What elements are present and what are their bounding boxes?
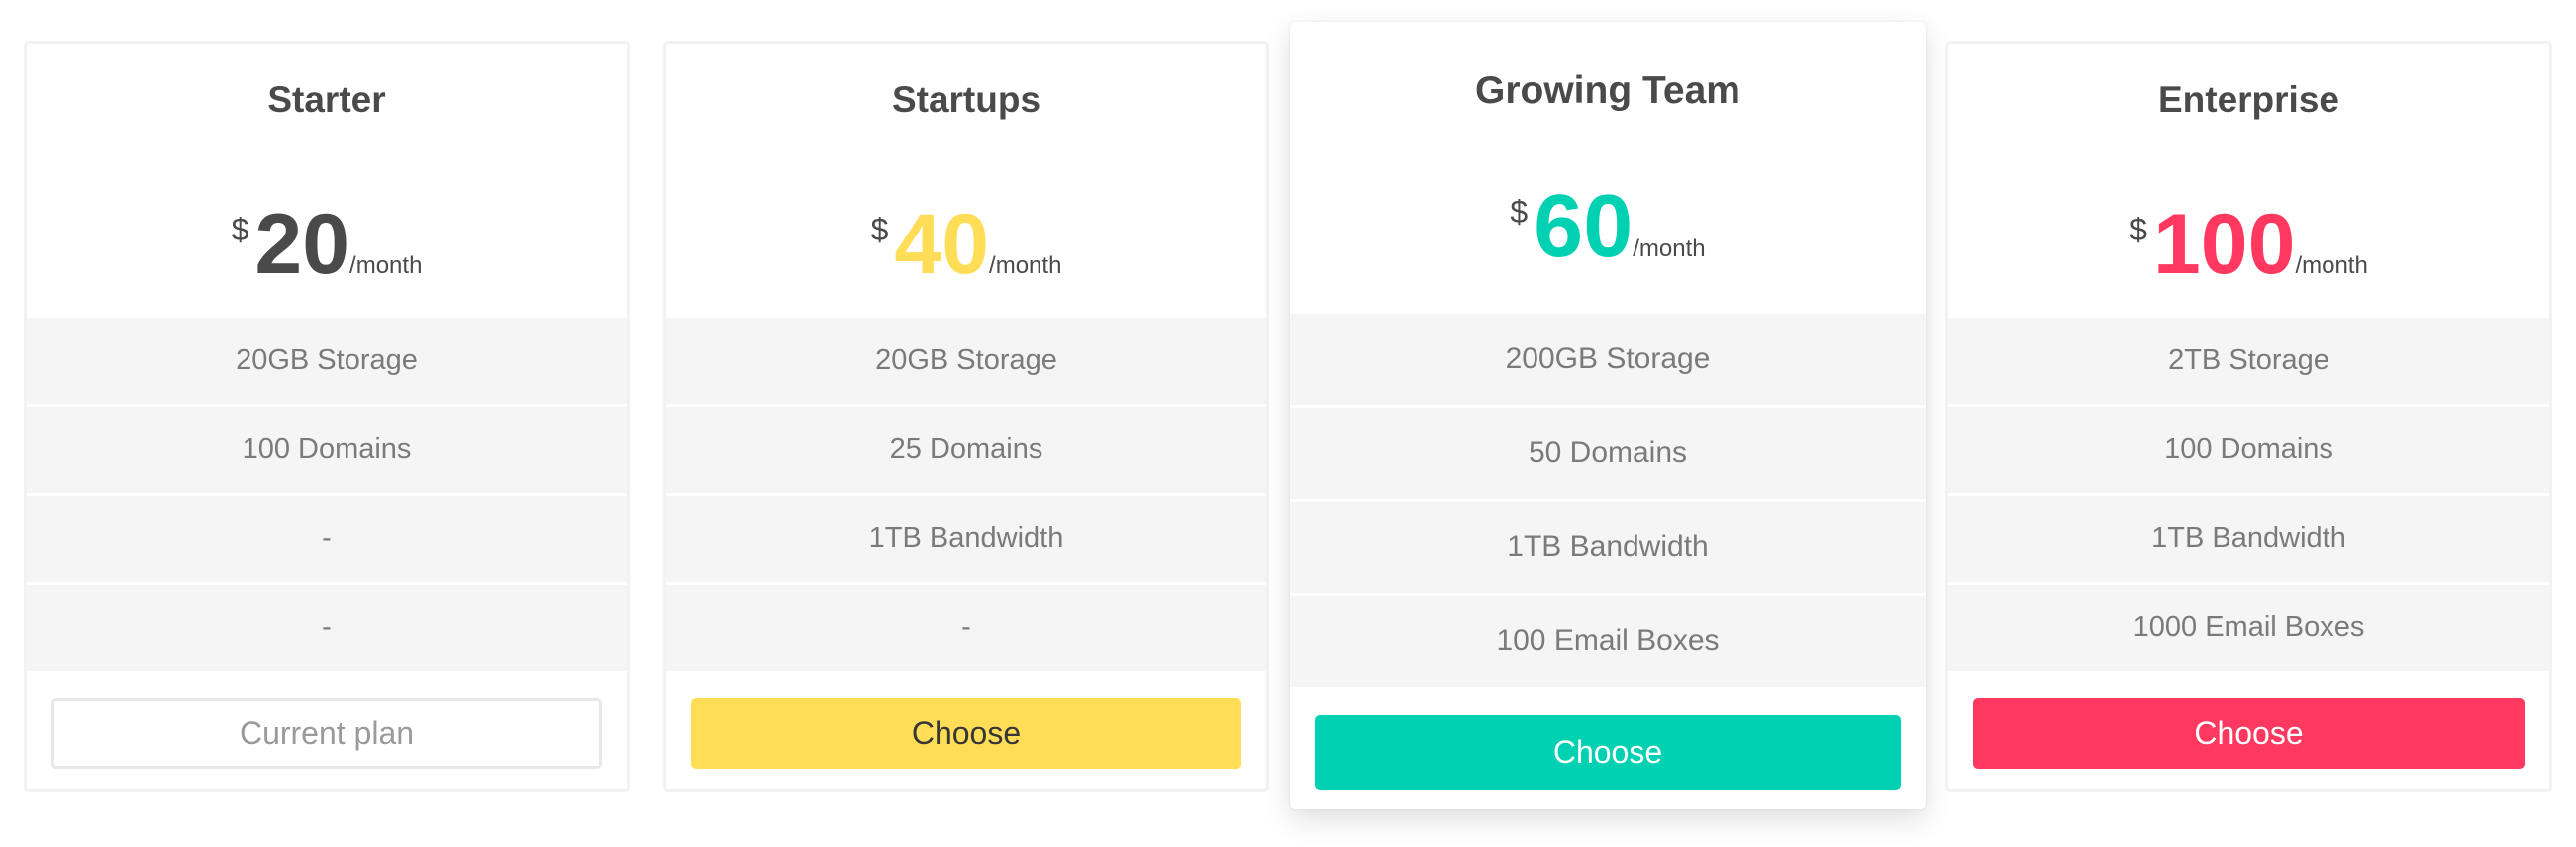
price-period: /month [349, 252, 423, 279]
currency-symbol: $ [2130, 212, 2147, 247]
choose-button[interactable]: Choose [1315, 715, 1901, 790]
currency-symbol: $ [870, 212, 889, 247]
feature-row: - [27, 582, 627, 671]
currency-symbol: $ [231, 212, 249, 247]
plan-price: $40/month [666, 202, 1266, 287]
feature-row: 1TB Bandwidth [666, 493, 1266, 582]
plan-footer: Choose [1948, 671, 2549, 789]
feature-row: 1TB Bandwidth [1948, 493, 2549, 582]
plan-price: $60/month [1290, 182, 1926, 271]
plan-footer: Choose [666, 671, 1266, 789]
currency-symbol: $ [1510, 194, 1529, 230]
plan-title: Starter [267, 79, 386, 120]
plan-header: Startups $40/month [666, 44, 1266, 315]
feature-row: 2TB Storage [1948, 315, 2549, 404]
feature-row: 1000 Email Boxes [1948, 582, 2549, 671]
feature-row: 20GB Storage [27, 315, 627, 404]
plan-footer: Choose [1290, 687, 1926, 809]
feature-row: 1TB Bandwidth [1290, 499, 1926, 593]
plan-footer: Current plan [27, 671, 627, 789]
feature-row: 200GB Storage [1290, 311, 1926, 405]
plan-title: Growing Team [1475, 69, 1740, 112]
price-amount: 40 [894, 197, 990, 292]
choose-button[interactable]: Choose [1973, 698, 2525, 769]
price-period: /month [1633, 235, 1706, 262]
plan-card-growing-team: Growing Team $60/month 200GB Storage 50 D… [1290, 22, 1926, 809]
plan-card-startups: Startups $40/month 20GB Storage 25 Domain… [663, 41, 1269, 792]
feature-row: 100 Domains [1948, 404, 2549, 493]
plan-header: Starter $20/month [27, 44, 627, 315]
price-period: /month [2295, 252, 2368, 279]
plan-title: Enterprise [2157, 79, 2339, 120]
price-period: /month [989, 252, 1062, 279]
feature-row: 100 Domains [27, 404, 627, 493]
plan-card-starter: Starter $20/month 20GB Storage 100 Domain… [24, 41, 630, 792]
plan-title: Startups [891, 79, 1041, 120]
plan-header: Enterprise $100/month [1948, 44, 2549, 315]
price-amount: 20 [254, 197, 350, 292]
plan-price: $100/month [1948, 202, 2549, 287]
feature-row: 20GB Storage [666, 315, 1266, 404]
feature-row: 100 Email Boxes [1290, 593, 1926, 687]
plan-card-enterprise: Enterprise $100/month 2TB Storage 100 Dom… [1945, 41, 2552, 792]
feature-row: - [27, 493, 627, 582]
plan-header: Growing Team $60/month [1290, 22, 1926, 311]
price-amount: 60 [1534, 177, 1634, 276]
choose-button[interactable]: Choose [691, 698, 1241, 769]
feature-row: 25 Domains [666, 404, 1266, 493]
current-plan-button[interactable]: Current plan [51, 698, 602, 769]
plan-price: $20/month [27, 202, 627, 287]
feature-row: - [666, 582, 1266, 671]
feature-row: 50 Domains [1290, 405, 1926, 499]
price-amount: 100 [2152, 197, 2296, 292]
